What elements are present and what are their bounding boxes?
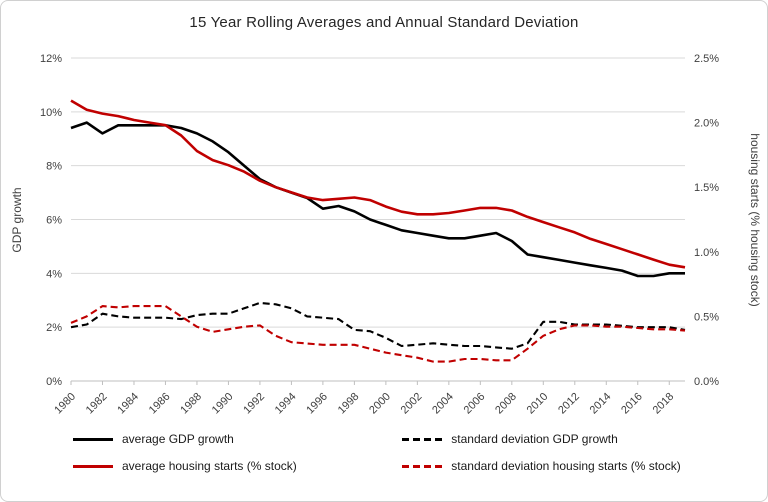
y-left-tick-label: 10% (40, 107, 62, 119)
x-tick-label: 1990 (210, 391, 236, 417)
legend-swatch-dashed-red-line (402, 464, 443, 468)
x-tick-label: 1982 (84, 391, 110, 417)
x-tick-label: 1986 (147, 391, 173, 417)
x-tick-label: 2018 (651, 391, 677, 417)
y-right-tick-label: 2.0% (694, 118, 719, 130)
y-left-axis-title: GDP growth (10, 187, 24, 252)
legend-swatch-solid-red-line (73, 464, 113, 468)
y-left-tick-label: 12% (40, 53, 62, 65)
y-right-tick-label: 1.5% (694, 182, 719, 194)
chart-title: 15 Year Rolling Averages and Annual Stan… (189, 14, 579, 31)
x-tick-label: 1996 (304, 391, 330, 417)
legend-label-average-housing-starts: average housing starts (% stock) (122, 459, 297, 473)
series-line-0 (70, 121, 685, 278)
x-tick-label: 1992 (241, 391, 267, 417)
x-tick-label: 1980 (52, 391, 78, 417)
x-tick-label: 1984 (115, 391, 141, 417)
x-tick-label: 2014 (588, 391, 614, 417)
y-right-axis-title: housing starts (% housing stock) (748, 133, 762, 306)
y-left-tick-label: 0% (46, 376, 62, 388)
legend-item-average-gdp-growth: average GDP growth (73, 432, 402, 446)
legend-label-average-gdp-growth: average GDP growth (122, 432, 234, 446)
legend-item-average-housing-starts: average housing starts (% stock) (73, 459, 402, 473)
y-right-tick-label: 0.5% (694, 311, 719, 323)
y-left-tick-label: 6% (46, 215, 62, 227)
legend-swatch-solid-black-line (73, 437, 113, 441)
y-right-tick-label: 2.5% (694, 53, 719, 65)
x-tick-label: 2010 (525, 391, 551, 417)
legend-swatch-dashed-black-line (402, 437, 443, 441)
x-tick-label: 2002 (399, 391, 425, 417)
y-left-tick-label: 4% (46, 268, 62, 280)
y-right-tick-label: 0.0% (694, 376, 719, 388)
series-line-3 (70, 305, 686, 363)
x-tick-label: 1998 (336, 391, 362, 417)
y-left-tick-label: 8% (46, 161, 62, 173)
x-tick-label: 1988 (178, 391, 204, 417)
x-tick-label: 2016 (619, 391, 645, 417)
legend-item-sd-gdp-growth: standard deviation GDP growth (402, 432, 745, 446)
x-tick-label: 2000 (367, 391, 393, 417)
x-tick-label: 2004 (430, 391, 456, 417)
x-tick-label: 1994 (273, 391, 299, 417)
legend-label-sd-gdp-growth: standard deviation GDP growth (451, 432, 618, 446)
legend-label-sd-housing-starts: standard deviation housing starts (% sto… (451, 459, 681, 473)
legend: average GDP growth standard deviation GD… (73, 432, 745, 473)
legend-item-sd-housing-starts: standard deviation housing starts (% sto… (402, 459, 745, 473)
y-left-tick-label: 2% (46, 322, 62, 334)
x-tick-label: 2008 (493, 391, 519, 417)
x-tick-label: 2006 (462, 391, 488, 417)
series-line-2 (70, 99, 686, 269)
y-right-tick-label: 1.0% (694, 247, 719, 259)
x-tick-label: 2012 (556, 391, 582, 417)
